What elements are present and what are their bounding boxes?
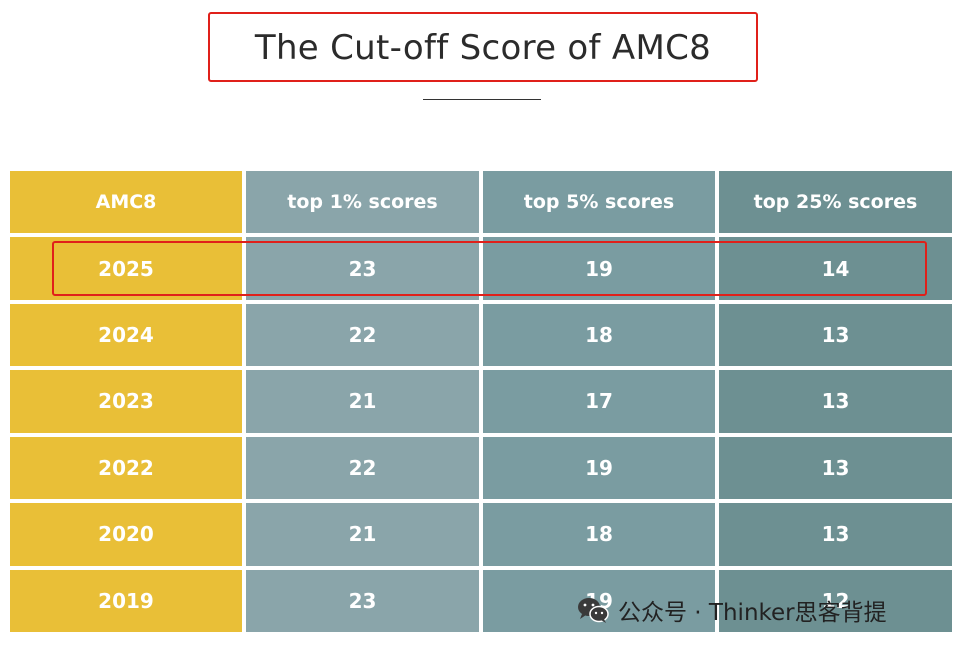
- top5-cell: 18: [483, 503, 715, 566]
- year-cell: 2020: [10, 503, 242, 566]
- top5-cell: 19: [483, 237, 715, 300]
- top1-cell: 21: [246, 503, 479, 566]
- header-top1: top 1% scores: [246, 171, 479, 234]
- top1-cell: 22: [246, 303, 479, 367]
- top1-cell: 23: [246, 237, 479, 300]
- top1-cell: 21: [246, 370, 479, 433]
- header-top25: top 25% scores: [719, 171, 952, 234]
- wechat-icon: [578, 598, 609, 623]
- top25-cell: 14: [719, 237, 952, 300]
- top5-cell: 19: [483, 436, 715, 500]
- top25-cell: 13: [719, 303, 952, 367]
- title-underline: [423, 99, 541, 100]
- top5-cell: 17: [483, 370, 715, 433]
- top25-cell: 13: [719, 436, 952, 500]
- year-cell: 2024: [10, 303, 242, 367]
- top25-cell: 13: [719, 503, 952, 566]
- year-cell: 2025: [10, 237, 242, 300]
- cutoff-score-table: AMC8 top 1% scores top 5% scores top 25%…: [10, 171, 952, 632]
- year-cell: 2019: [10, 569, 242, 632]
- title-highlight-box: The Cut-off Score of AMC8: [208, 12, 758, 82]
- top1-cell: 22: [246, 436, 479, 500]
- top25-cell: 12: [719, 569, 952, 632]
- watermark-text: 公众号 · Thinker思客背提: [618, 600, 887, 626]
- header-top5: top 5% scores: [483, 171, 715, 234]
- year-cell: 2022: [10, 436, 242, 500]
- watermark: 公众号 · Thinker思客背提: [576, 592, 887, 628]
- top1-cell: 23: [246, 569, 479, 632]
- top5-cell: 18: [483, 303, 715, 367]
- top25-cell: 13: [719, 370, 952, 433]
- year-cell: 2023: [10, 370, 242, 433]
- header-amc8: AMC8: [10, 171, 242, 234]
- page-title: The Cut-off Score of AMC8: [254, 28, 712, 68]
